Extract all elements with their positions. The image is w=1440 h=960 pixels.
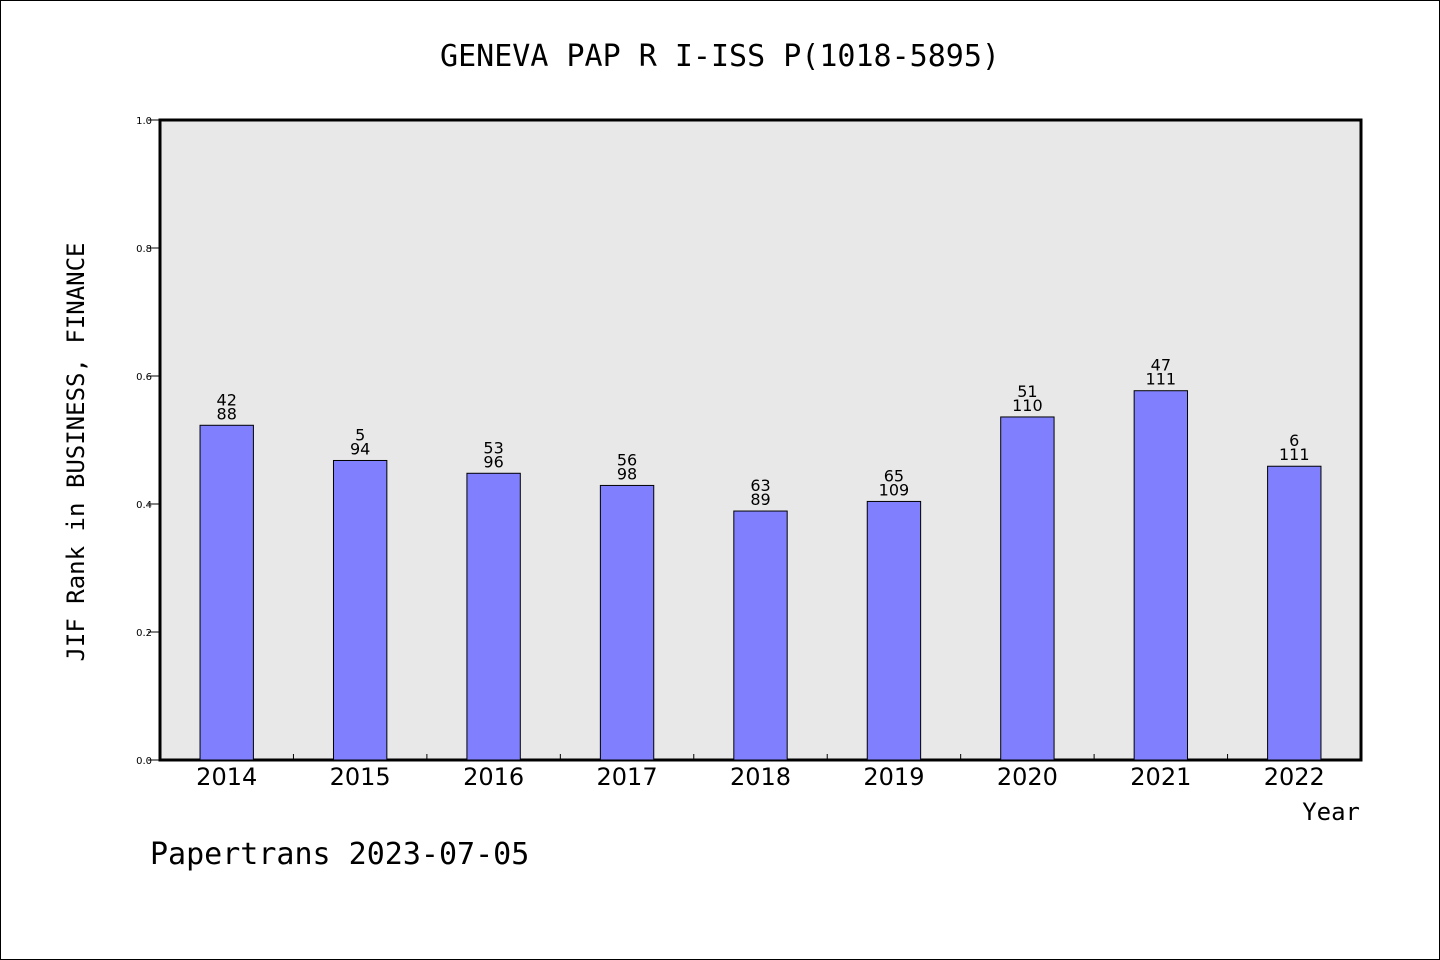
bar-total-label: 111 [1279,445,1310,464]
x-tick-label: 2019 [863,763,924,791]
bar-rank-label: 42 [217,390,237,409]
bar-2021 [1133,390,1189,761]
x-tick-label: 2014 [196,763,257,791]
x-tick-label: 2017 [597,763,658,791]
x-tick-label: 2015 [330,763,391,791]
x-tick-label: 2018 [730,763,791,791]
y-tick-label: 0.2 [136,628,152,639]
y-tick-label: 0.4 [136,500,152,511]
y-tick-label: 1.0 [136,116,152,127]
chart-title: GENEVA PAP R I-ISS P(1018-5895) [440,39,1000,74]
bar-total-label: 96 [483,452,503,471]
x-tick-label: 2022 [1264,763,1325,791]
bar-rank-label: 63 [750,476,770,495]
footer-text: Papertrans 2023-07-05 [150,837,529,872]
y-axis: 0.0 0.2 0.4 0.6 0.8 1.0 [136,116,160,767]
bar-rank-label: 47 [1151,356,1171,375]
bar-total-label: 98 [617,464,637,483]
y-axis-label: JIF Rank in BUSINESS, FINANCE [62,242,90,661]
y-tick-label: 0.6 [136,372,152,383]
bar-2020 [1000,416,1055,761]
bar-total-label: 110 [1012,396,1043,415]
bar-2016 [466,472,521,761]
bar-total-label: 89 [750,490,770,509]
y-tick-label: 0.8 [136,244,152,255]
x-axis: 2014 2015 2016 2017 2018 2019 2020 2021 2022 [196,754,1325,791]
bar-rank-label: 53 [483,438,503,457]
bar-total-label: 94 [350,439,370,458]
bar-total-label: 88 [217,404,237,423]
bar-2022 [1267,465,1322,761]
bar-2018 [733,510,788,761]
x-axis-label: Year [1302,798,1360,826]
x-tick-label: 2016 [463,763,524,791]
bar-2014 [199,424,254,761]
bar-rank-label: 65 [884,466,904,485]
bar-rank-label: 6 [1289,431,1299,450]
bar-rank-label: 56 [617,450,637,469]
bar-rank-label: 5 [355,425,365,444]
bar-2017 [599,484,655,761]
x-tick-label: 2021 [1130,763,1191,791]
bar-total-label: 109 [879,480,910,499]
y-tick-label: 0.0 [136,756,152,767]
bar-2015 [332,459,388,761]
bar-total-label: 111 [1146,370,1177,389]
bar-rank-label: 51 [1017,382,1037,401]
x-tick-label: 2020 [997,763,1058,791]
bar-2019 [866,500,922,761]
